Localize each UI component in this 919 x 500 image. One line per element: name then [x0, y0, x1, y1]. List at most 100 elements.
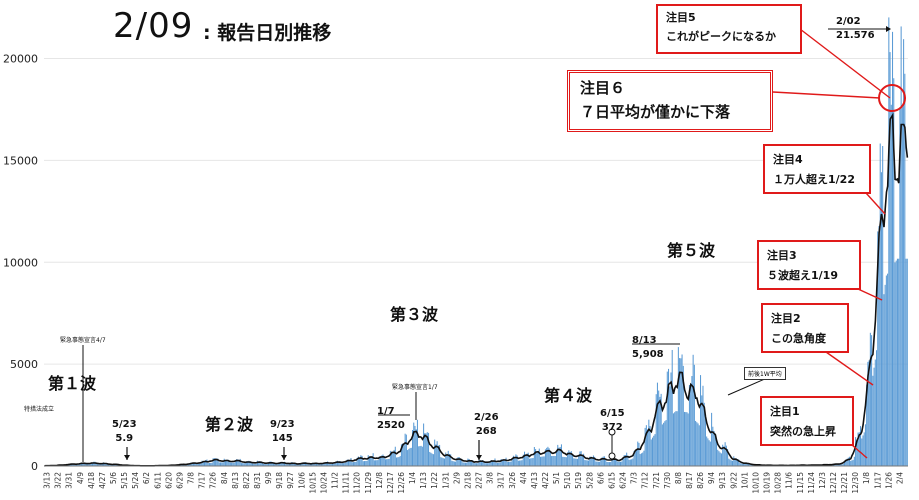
daily-bar — [483, 461, 485, 466]
daily-bar — [450, 454, 452, 466]
daily-bar — [597, 461, 599, 466]
daily-bar — [412, 430, 414, 466]
x-tick-label: 3/8 — [486, 472, 495, 484]
x-tick-label: 8/4 — [220, 472, 229, 484]
daily-bar — [394, 446, 396, 466]
daily-bar — [437, 445, 439, 466]
daily-bar — [319, 464, 321, 466]
daily-bar — [482, 460, 484, 466]
daily-bar — [680, 358, 682, 466]
daily-bar — [569, 452, 571, 466]
daily-bar — [844, 461, 846, 466]
daily-bar — [293, 463, 295, 466]
note-3-body: ５波超え1/19 — [767, 269, 838, 282]
daily-bar — [366, 460, 368, 466]
x-tick-label: 1/26 — [884, 472, 893, 489]
daily-bar — [682, 365, 684, 466]
annotation-0923-date: 9/23 — [270, 419, 295, 430]
daily-bar — [307, 464, 309, 466]
daily-bar — [489, 461, 491, 466]
daily-bar — [418, 446, 420, 466]
daily-bar — [899, 107, 901, 467]
x-tick-label: 8/26 — [696, 472, 705, 489]
x-tick-label: 11/20 — [353, 472, 362, 494]
daily-bar — [453, 461, 455, 466]
daily-bar — [441, 457, 443, 466]
x-tick-label: 6/11 — [153, 472, 162, 489]
daily-bar — [384, 459, 386, 466]
daily-bar — [623, 455, 625, 466]
daily-bar — [111, 464, 113, 466]
annotation-0923-value: 145 — [271, 433, 293, 444]
daily-bar — [304, 462, 306, 466]
daily-bar — [258, 461, 260, 466]
daily-bar — [527, 452, 529, 466]
daily-bar — [586, 460, 588, 466]
daily-bar — [568, 450, 570, 466]
x-tick-label: 8/31 — [253, 472, 262, 489]
daily-bar — [462, 462, 464, 466]
daily-bar — [548, 448, 550, 466]
daily-bar — [361, 455, 363, 466]
daily-bar — [221, 462, 223, 466]
daily-bar — [730, 460, 732, 466]
wave-label-1: 第１波 — [48, 374, 97, 393]
daily-bar — [229, 462, 231, 466]
daily-bar — [560, 444, 562, 466]
x-tick-label: 11/11 — [342, 472, 351, 494]
daily-bar — [488, 463, 490, 466]
daily-bar — [744, 462, 746, 466]
daily-bar — [452, 461, 454, 466]
note-5-title: 注目5 — [666, 11, 696, 24]
daily-bar — [880, 172, 882, 466]
daily-bar — [440, 457, 442, 466]
daily-bar — [504, 459, 506, 466]
y-tick-label: 15000 — [3, 154, 38, 167]
note-1-title: 注目1 — [770, 405, 800, 418]
highlight-circle — [878, 84, 906, 112]
daily-bar — [495, 462, 497, 466]
x-tick-label: 6/29 — [175, 472, 184, 489]
pointer-note-6 — [772, 91, 881, 99]
x-tick-label: 9/18 — [275, 472, 284, 489]
daily-bar — [836, 463, 838, 466]
daily-bar — [487, 463, 489, 466]
daily-bar — [868, 360, 870, 466]
daily-bar — [223, 458, 225, 466]
note-3: 注目3 ５波超え1/19 — [757, 240, 861, 290]
daily-bar — [330, 463, 332, 466]
daily-bar — [503, 459, 505, 466]
daily-bar — [642, 452, 644, 466]
daily-bar — [856, 441, 858, 466]
daily-bar — [591, 457, 593, 466]
daily-bar — [841, 464, 843, 466]
daily-bar — [681, 354, 683, 466]
daily-bar — [244, 463, 246, 466]
daily-bar — [867, 361, 869, 466]
daily-bar — [514, 457, 516, 466]
x-tick-label: 12/30 — [851, 472, 860, 494]
daily-bar — [467, 458, 469, 466]
daily-bar — [691, 376, 693, 466]
daily-bar — [624, 455, 626, 466]
x-tick-label: 9/13 — [718, 472, 727, 489]
daily-bar — [309, 464, 311, 466]
daily-bar — [303, 462, 305, 466]
daily-bar — [706, 436, 708, 466]
daily-bar — [464, 462, 466, 466]
daily-bar — [367, 455, 369, 466]
daily-bar — [871, 335, 873, 466]
daily-bar — [725, 445, 727, 466]
daily-bar — [448, 454, 450, 466]
daily-bar — [718, 451, 720, 466]
daily-bar — [447, 450, 449, 466]
daily-bar — [485, 463, 487, 466]
daily-bar — [716, 438, 718, 466]
daily-bar — [292, 463, 294, 466]
x-tick-label: 11/6 — [785, 472, 794, 489]
x-tick-label: 4/9 — [76, 472, 85, 484]
daily-bar — [109, 464, 111, 466]
pointer-note-5 — [799, 28, 891, 99]
daily-bar — [194, 462, 196, 466]
daily-bar — [583, 453, 585, 466]
